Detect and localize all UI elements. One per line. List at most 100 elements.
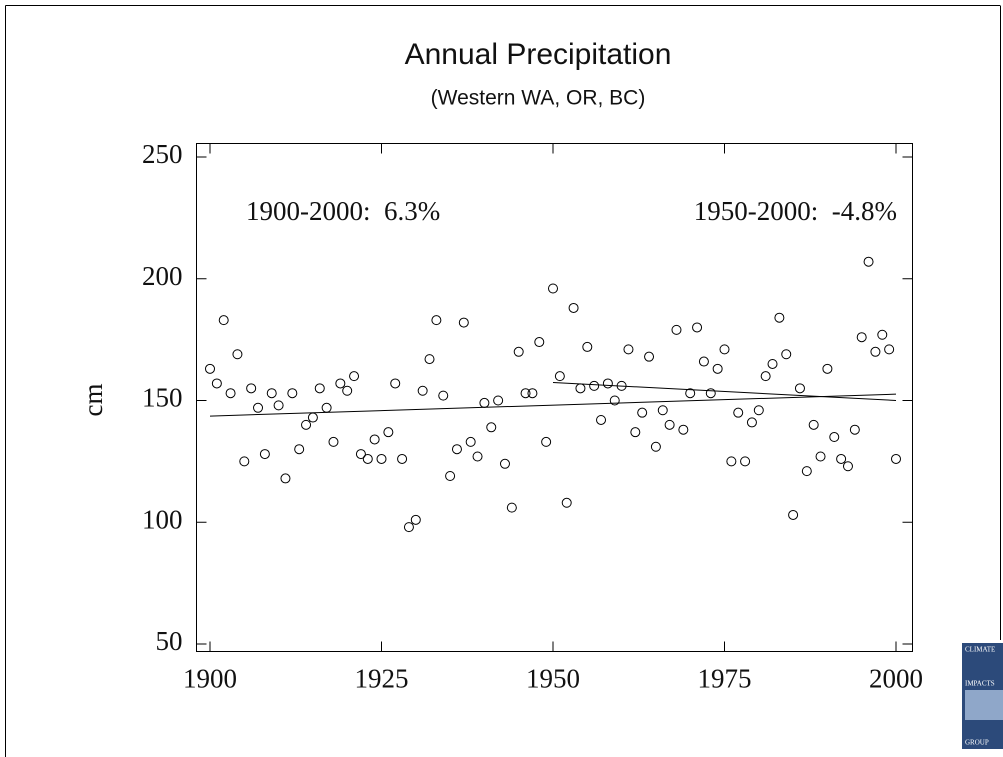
data-point bbox=[753, 405, 764, 416]
data-point bbox=[602, 378, 613, 389]
y-tick-label: 100 bbox=[142, 504, 183, 534]
data-point bbox=[767, 358, 778, 369]
data-point bbox=[788, 509, 799, 520]
data-point bbox=[445, 470, 456, 481]
data-point bbox=[760, 371, 771, 382]
data-point bbox=[397, 453, 408, 464]
data-point bbox=[856, 332, 867, 343]
data-point bbox=[774, 312, 785, 323]
data-point bbox=[218, 315, 229, 326]
data-point bbox=[863, 256, 874, 267]
data-point bbox=[355, 449, 366, 460]
data-point bbox=[458, 317, 469, 328]
data-point bbox=[499, 458, 510, 469]
data-point bbox=[390, 378, 401, 389]
data-point bbox=[493, 395, 504, 406]
data-point bbox=[877, 329, 888, 340]
data-point bbox=[417, 385, 428, 396]
data-point bbox=[589, 380, 600, 391]
data-point bbox=[822, 363, 833, 374]
data-point bbox=[342, 385, 353, 396]
data-point bbox=[328, 436, 339, 447]
data-point bbox=[740, 456, 751, 467]
data-point bbox=[410, 514, 421, 525]
data-point bbox=[424, 354, 435, 365]
logo-text: GROUP bbox=[965, 739, 989, 747]
x-tick-label: 1950 bbox=[526, 664, 580, 694]
data-point bbox=[815, 451, 826, 462]
data-point bbox=[685, 388, 696, 399]
data-point bbox=[438, 390, 449, 401]
y-axis-label: cm bbox=[78, 384, 108, 417]
data-point bbox=[301, 419, 312, 430]
data-point bbox=[205, 363, 215, 374]
data-point bbox=[403, 522, 414, 533]
y-tick-label: 250 bbox=[142, 139, 183, 169]
data-point bbox=[644, 351, 655, 362]
data-point bbox=[431, 315, 442, 326]
data-point bbox=[246, 383, 257, 394]
data-point bbox=[225, 388, 236, 399]
x-tick-label: 1925 bbox=[355, 664, 409, 694]
data-point bbox=[307, 412, 318, 423]
data-point bbox=[232, 349, 243, 360]
data-point bbox=[479, 397, 490, 408]
trend-line bbox=[552, 381, 897, 401]
data-point bbox=[719, 344, 730, 355]
trend-line bbox=[209, 393, 897, 417]
data-point bbox=[884, 344, 895, 355]
logo-text: IMPACTS bbox=[965, 680, 995, 688]
chart-subtitle: (Western WA, OR, BC) bbox=[431, 87, 646, 110]
data-point bbox=[836, 453, 847, 464]
data-point bbox=[726, 456, 737, 467]
data-point bbox=[266, 388, 277, 399]
data-point bbox=[486, 422, 497, 433]
data-point bbox=[630, 427, 641, 438]
data-point bbox=[314, 383, 325, 394]
data-point bbox=[253, 402, 264, 413]
data-point bbox=[527, 388, 538, 399]
data-point bbox=[211, 378, 222, 389]
data-point bbox=[383, 427, 394, 438]
data-point bbox=[733, 407, 744, 418]
y-tick-label: 150 bbox=[142, 383, 183, 413]
plot-frame bbox=[196, 143, 913, 652]
data-point bbox=[349, 371, 360, 382]
data-point bbox=[534, 337, 545, 348]
data-point bbox=[575, 383, 586, 394]
logo: CLIMATE IMPACTS GROUP bbox=[962, 643, 1003, 749]
data-point bbox=[239, 456, 250, 467]
data-point bbox=[582, 341, 593, 352]
data-point bbox=[465, 436, 476, 447]
annotation: 1900-2000: 6.3% bbox=[246, 196, 440, 226]
data-point bbox=[698, 356, 709, 367]
data-point bbox=[472, 451, 483, 462]
data-point bbox=[287, 388, 298, 399]
x-tick-label: 1975 bbox=[698, 664, 752, 694]
data-point bbox=[794, 383, 805, 394]
data-point bbox=[568, 302, 579, 313]
data-point bbox=[321, 402, 332, 413]
data-point bbox=[259, 449, 270, 460]
data-point bbox=[554, 371, 565, 382]
data-point bbox=[692, 322, 703, 333]
data-point bbox=[280, 473, 291, 484]
data-point bbox=[801, 466, 812, 477]
data-point bbox=[335, 378, 346, 389]
logo-picture bbox=[965, 690, 1003, 720]
logo-text: CLIMATE bbox=[965, 646, 995, 654]
data-point bbox=[664, 419, 675, 430]
data-point bbox=[808, 419, 819, 430]
data-point bbox=[705, 388, 716, 399]
data-point bbox=[637, 407, 648, 418]
data-point bbox=[596, 414, 607, 425]
data-point bbox=[362, 453, 373, 464]
y-tick-label: 50 bbox=[156, 626, 183, 656]
data-point bbox=[294, 444, 305, 455]
data-point bbox=[369, 434, 380, 445]
data-point bbox=[609, 395, 620, 406]
data-point bbox=[657, 405, 668, 416]
data-point bbox=[781, 349, 792, 360]
data-point bbox=[746, 417, 757, 428]
